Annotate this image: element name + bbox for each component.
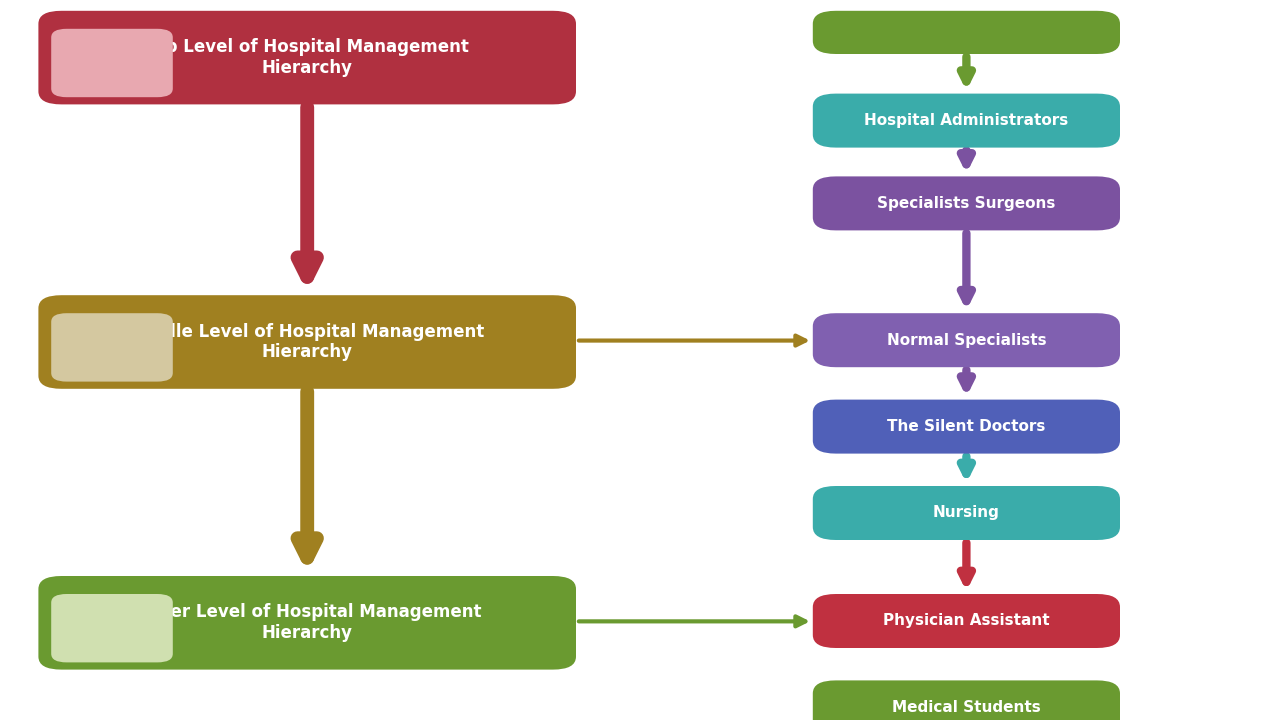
FancyBboxPatch shape <box>38 295 576 389</box>
Text: Medical Students: Medical Students <box>892 700 1041 715</box>
Text: Lower Level of Hospital Management
Hierarchy: Lower Level of Hospital Management Hiera… <box>133 603 481 642</box>
Text: Normal Specialists: Normal Specialists <box>887 333 1046 348</box>
FancyBboxPatch shape <box>813 680 1120 720</box>
FancyBboxPatch shape <box>813 486 1120 540</box>
FancyBboxPatch shape <box>51 29 173 97</box>
Text: Specialists Surgeons: Specialists Surgeons <box>877 196 1056 211</box>
FancyBboxPatch shape <box>813 11 1120 54</box>
FancyBboxPatch shape <box>813 94 1120 148</box>
Text: Nursing: Nursing <box>933 505 1000 521</box>
FancyBboxPatch shape <box>38 11 576 104</box>
FancyBboxPatch shape <box>813 594 1120 648</box>
FancyBboxPatch shape <box>51 313 173 382</box>
FancyBboxPatch shape <box>813 176 1120 230</box>
Text: The Silent Doctors: The Silent Doctors <box>887 419 1046 434</box>
FancyBboxPatch shape <box>51 594 173 662</box>
Text: Middle Level of Hospital Management
Hierarchy: Middle Level of Hospital Management Hier… <box>131 323 484 361</box>
Text: Hospital Administrators: Hospital Administrators <box>864 113 1069 128</box>
FancyBboxPatch shape <box>38 576 576 670</box>
FancyBboxPatch shape <box>813 400 1120 454</box>
Text: Physician Assistant: Physician Assistant <box>883 613 1050 629</box>
FancyBboxPatch shape <box>813 313 1120 367</box>
Text: Top Level of Hospital Management
Hierarchy: Top Level of Hospital Management Hierarc… <box>145 38 470 77</box>
